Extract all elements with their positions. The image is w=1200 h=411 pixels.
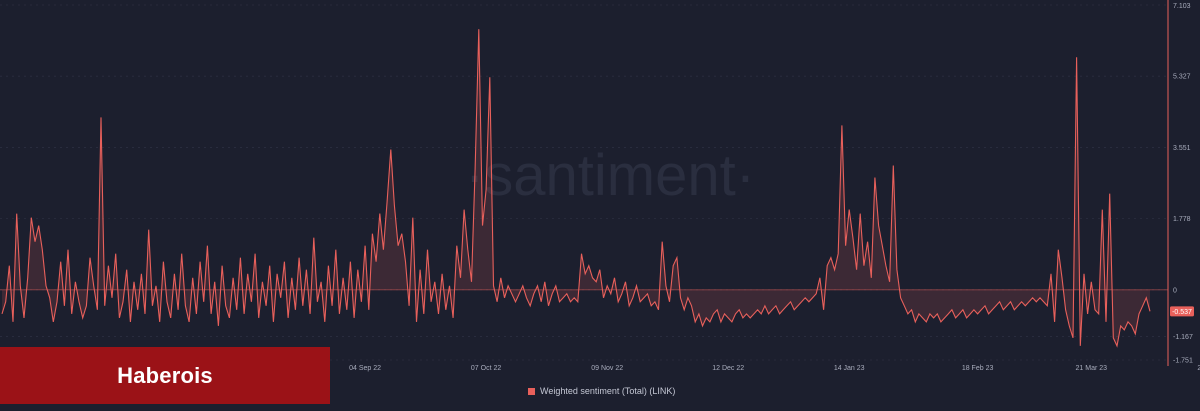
y-tick-label: 1.778 xyxy=(1173,216,1191,223)
y-tick-label: -1.167 xyxy=(1173,334,1193,341)
chart-legend: Weighted sentiment (Total) (LINK) xyxy=(528,385,675,397)
sentiment-line xyxy=(1,29,1151,348)
x-tick-label: 14 Jan 23 xyxy=(834,365,865,372)
legend-swatch-icon xyxy=(528,387,535,395)
x-tick-label: 23 Apr 23 xyxy=(1197,365,1200,372)
x-tick-label: 18 Feb 23 xyxy=(962,365,994,372)
x-tick-label: 21 Mar 23 xyxy=(1076,365,1108,372)
santiment-watermark: ·santiment· xyxy=(465,143,755,208)
sentiment-area-fill xyxy=(2,29,1150,346)
legend-label: Weighted sentiment (Total) (LINK) xyxy=(540,386,676,396)
y-tick-label: 5.327 xyxy=(1173,74,1191,81)
y-tick-label: 3.551 xyxy=(1173,145,1191,152)
current-value-badge xyxy=(1170,306,1194,317)
y-tick-label: -1.751 xyxy=(1173,358,1193,365)
y-tick-label: 7.103 xyxy=(1173,3,1191,10)
x-tick-label: 04 Sep 22 xyxy=(349,365,381,372)
x-tick-label: 12 Dec 22 xyxy=(712,365,744,372)
current-value-label: -0.537 xyxy=(1172,309,1192,316)
x-tick-label: 09 Nov 22 xyxy=(591,365,623,372)
haberois-badge: Haberois xyxy=(0,347,330,404)
x-tick-label: 07 Oct 22 xyxy=(471,365,501,372)
y-tick-label: 0 xyxy=(1173,287,1177,294)
